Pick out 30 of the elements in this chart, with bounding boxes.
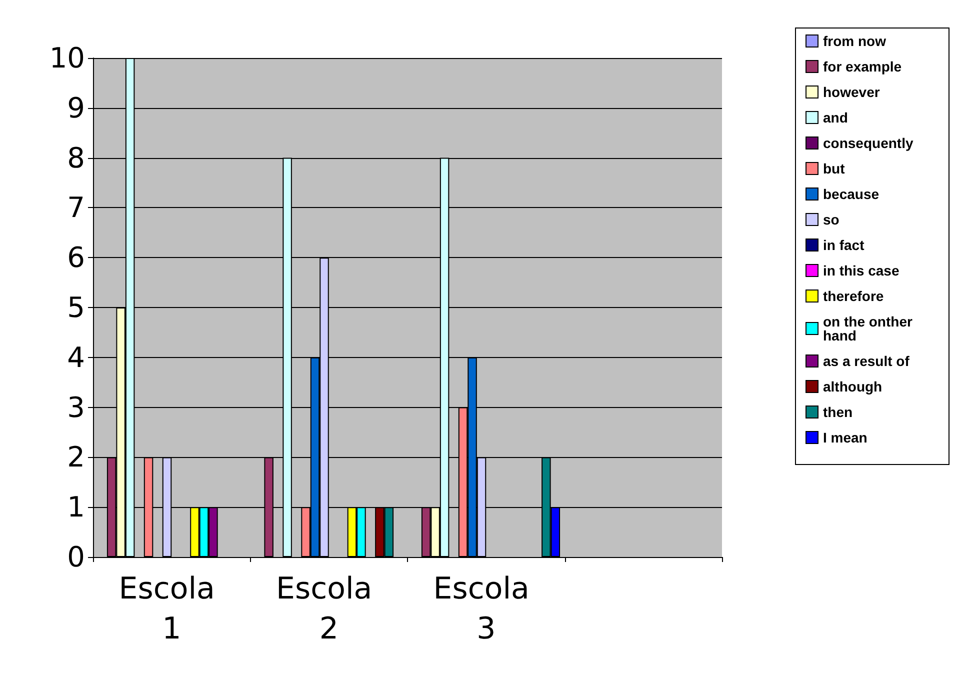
legend-label: for example [823, 58, 902, 74]
legend-label: because [823, 186, 880, 202]
legend-label: consequently [823, 135, 914, 151]
y-tick-label: 5 [67, 291, 85, 324]
legend-label: in this case [823, 262, 900, 278]
legend-label: then [823, 404, 853, 420]
legend-label: I mean [823, 430, 868, 446]
y-tick-label: 7 [67, 191, 85, 224]
x-tick-label: Escola 2 [276, 572, 382, 646]
x-tick-label: Escola 3 [433, 572, 539, 646]
y-tick-label: 3 [67, 390, 85, 424]
y-tick-label: 0 [67, 540, 85, 574]
y-tick-label: 1 [67, 490, 85, 524]
legend-label: although [823, 378, 882, 394]
legend-label: from now [823, 33, 886, 49]
y-tick-label: 2 [67, 440, 85, 474]
legend-label: so [823, 212, 840, 228]
x-tick-label: Escola 1 [118, 572, 224, 646]
y-tick-label: 9 [67, 91, 85, 124]
legend-label: therefore [823, 288, 884, 304]
legend-label: however [823, 84, 880, 100]
legend-label: on the onther hand [823, 314, 916, 344]
y-tick-label: 8 [67, 141, 85, 174]
y-tick-label: 6 [67, 241, 85, 274]
y-tick-label: 4 [67, 340, 85, 374]
legend-label: but [823, 160, 846, 176]
legend-label: as a result of [823, 353, 910, 369]
legend-label: in fact [823, 237, 865, 253]
y-tick-label: 10 [49, 42, 85, 74]
legend-label: and [823, 110, 848, 126]
